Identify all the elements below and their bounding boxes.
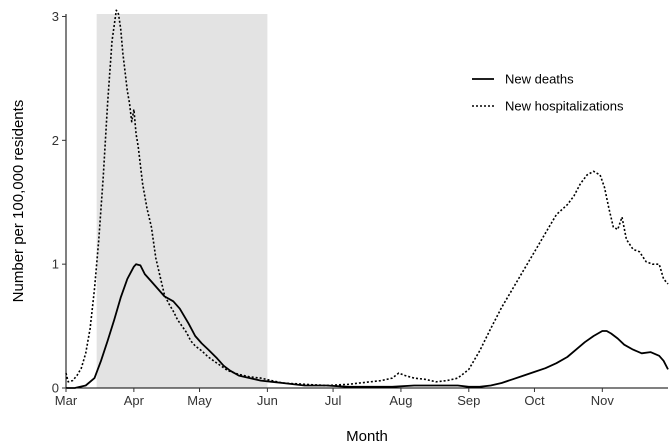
x-axis-ticks: Mar Apr May Jun Jul Aug Sep Oct Nov [55,388,615,408]
x-tick-label: May [187,393,212,408]
x-tick-label: Oct [524,393,545,408]
shaded-period [96,14,268,388]
x-tick-label: Jul [325,393,342,408]
legend-label-new-deaths: New deaths [505,72,574,87]
y-tick-label: 2 [52,133,59,148]
x-tick-label: Mar [55,393,78,408]
y-axis-title: Number per 100,000 residents [10,100,27,303]
y-tick-label: 3 [52,9,59,24]
x-axis-title: Month [346,428,388,443]
y-tick-label: 1 [52,257,59,272]
y-axis-ticks: 0 1 2 3 [52,9,66,396]
x-tick-label: Apr [124,393,145,408]
x-tick-label: Aug [389,393,412,408]
series-line-new-hospitalizations [65,9,669,387]
y-tick-label: 0 [52,381,59,396]
legend: New deaths New hospitalizations [472,72,624,114]
x-tick-label: Nov [591,393,615,408]
legend-label-new-hospitalizations: New hospitalizations [505,99,624,114]
x-tick-label: Sep [457,393,480,408]
plot-area [65,9,669,389]
x-tick-label: Jun [257,393,278,408]
